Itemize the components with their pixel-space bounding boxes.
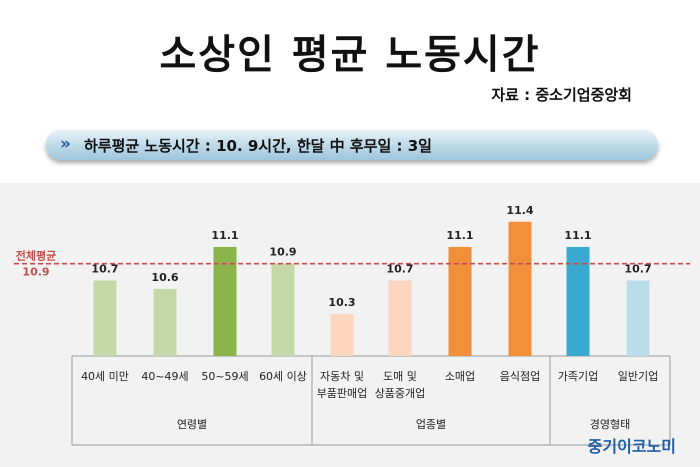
category-label-2-0: 50~59세 bbox=[201, 370, 248, 383]
data-label-2: 11.1 bbox=[211, 229, 238, 242]
bar-4 bbox=[330, 314, 354, 356]
group-label-0: 연령별 bbox=[177, 418, 207, 431]
data-label-3: 10.9 bbox=[269, 246, 296, 259]
category-label-5-0: 도매 및 bbox=[383, 370, 417, 383]
page-title: 소상인 평균 노동시간 bbox=[159, 32, 541, 78]
data-label-6: 11.1 bbox=[446, 229, 473, 242]
group-label-1: 업종별 bbox=[416, 418, 446, 431]
category-label-5-1: 상품중개업 bbox=[375, 387, 426, 400]
data-label-4: 10.3 bbox=[328, 296, 355, 309]
data-label-5: 10.7 bbox=[386, 263, 413, 276]
category-label-1-0: 40~49세 bbox=[141, 370, 188, 383]
category-label-0-0: 40세 미만 bbox=[81, 370, 129, 383]
category-label-4-0: 자동차 및 bbox=[320, 370, 364, 383]
category-label-8-0: 가족기업 bbox=[558, 370, 598, 383]
bar-6 bbox=[448, 246, 472, 356]
chart-panel: 10.7 40세 미만 10.6 40~49세 11.1 50~59세 10.9 60세 이상… bbox=[0, 183, 700, 467]
category-label-7-0: 음식점업 bbox=[500, 370, 540, 383]
bar-0 bbox=[93, 280, 117, 356]
average-label: 전체평균 bbox=[16, 249, 56, 263]
category-label-6-0: 소매업 bbox=[445, 370, 475, 383]
group-label-2: 경영형태 bbox=[590, 418, 630, 431]
category-label-3-0: 60세 이상 bbox=[259, 370, 307, 383]
source-note: 자료 : 중소기업중앙회 bbox=[491, 86, 632, 104]
summary-text: 하루평균 노동시간 : 10. 9시간, 한달 中 후무일 : 3일 bbox=[84, 137, 432, 155]
bar-8 bbox=[566, 246, 590, 356]
data-label-0: 10.7 bbox=[91, 263, 118, 276]
brand-logo: 중기이코노미 bbox=[587, 437, 676, 456]
data-label-1: 10.6 bbox=[151, 271, 178, 284]
double-chevron-icon: » bbox=[60, 134, 71, 154]
summary-banner: » 하루평균 노동시간 : 10. 9시간, 한달 中 후무일 : 3일 bbox=[46, 130, 658, 160]
bar-9 bbox=[626, 280, 650, 356]
average-value: 10.9 bbox=[22, 266, 49, 279]
data-label-7: 11.4 bbox=[506, 204, 533, 217]
data-label-8: 11.1 bbox=[564, 229, 591, 242]
bar-chart: 10.7 40세 미만 10.6 40~49세 11.1 50~59세 10.9 60세 이상… bbox=[14, 204, 690, 446]
category-label-9-0: 일반기업 bbox=[618, 369, 658, 383]
bar-2 bbox=[213, 246, 237, 356]
category-label-4-1: 부품판매업 bbox=[317, 387, 368, 400]
bar-7 bbox=[508, 221, 532, 356]
data-label-9: 10.7 bbox=[624, 263, 651, 276]
bar-5 bbox=[388, 280, 412, 356]
bar-1 bbox=[153, 288, 177, 356]
bar-3 bbox=[271, 263, 295, 356]
